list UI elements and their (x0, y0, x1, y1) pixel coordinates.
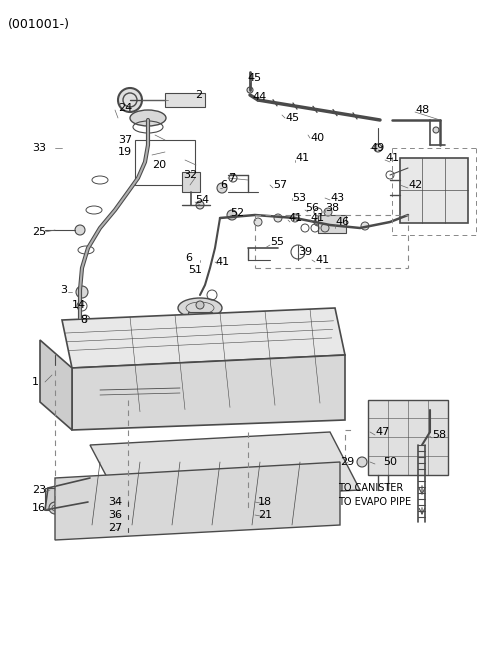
Circle shape (357, 457, 367, 467)
Circle shape (75, 225, 85, 235)
Circle shape (50, 365, 60, 375)
Text: 34: 34 (108, 497, 122, 507)
Circle shape (254, 218, 262, 226)
Circle shape (338, 222, 346, 230)
Text: (001001-): (001001-) (8, 18, 70, 31)
Text: TO EVAPO PIPE: TO EVAPO PIPE (338, 497, 411, 507)
Polygon shape (72, 355, 345, 430)
Text: 41: 41 (310, 213, 324, 223)
Text: 47: 47 (375, 427, 389, 437)
Text: 45: 45 (285, 113, 299, 123)
Text: 1: 1 (32, 377, 39, 387)
Text: 40: 40 (310, 133, 324, 143)
Circle shape (118, 88, 142, 112)
Text: 41: 41 (288, 213, 302, 223)
Circle shape (314, 218, 322, 226)
Circle shape (243, 510, 253, 520)
Ellipse shape (178, 298, 222, 318)
Text: 27: 27 (108, 523, 122, 533)
Circle shape (324, 208, 332, 216)
Circle shape (124, 498, 132, 506)
Circle shape (227, 210, 237, 220)
Polygon shape (62, 308, 345, 368)
Circle shape (361, 222, 369, 230)
Text: 58: 58 (432, 430, 446, 440)
Bar (182, 172, 200, 192)
Text: 37: 37 (118, 135, 132, 145)
Text: 19: 19 (118, 147, 132, 157)
Text: 6: 6 (185, 253, 192, 263)
Text: 24: 24 (118, 103, 132, 113)
Text: 49: 49 (370, 143, 384, 153)
Text: 48: 48 (415, 105, 429, 115)
Text: 23: 23 (32, 485, 46, 495)
Circle shape (243, 497, 253, 507)
Bar (368, 400, 448, 475)
Text: 46: 46 (335, 217, 349, 227)
Circle shape (196, 201, 204, 209)
Text: 36: 36 (108, 510, 122, 520)
Text: 25: 25 (32, 227, 46, 237)
Circle shape (321, 224, 329, 232)
Text: 53: 53 (292, 193, 306, 203)
Text: 57: 57 (273, 180, 287, 190)
Bar (318, 215, 346, 233)
Polygon shape (90, 432, 360, 502)
Circle shape (247, 87, 253, 93)
Text: 52: 52 (230, 208, 244, 218)
Text: 6: 6 (220, 180, 227, 190)
Text: 29: 29 (340, 457, 354, 467)
Circle shape (374, 144, 382, 152)
Text: 41: 41 (295, 153, 309, 163)
Text: 38: 38 (325, 203, 339, 213)
Polygon shape (40, 340, 72, 430)
Bar (188, 312, 212, 342)
Text: 54: 54 (195, 195, 209, 205)
Circle shape (217, 183, 227, 193)
Text: 32: 32 (183, 170, 197, 180)
Ellipse shape (130, 110, 166, 126)
Circle shape (124, 511, 132, 519)
Circle shape (274, 214, 282, 222)
Text: TO CANISTER: TO CANISTER (338, 483, 403, 493)
Text: 18: 18 (258, 497, 272, 507)
Circle shape (291, 214, 299, 222)
Text: 45: 45 (247, 73, 261, 83)
Text: 51: 51 (188, 265, 202, 275)
Text: 20: 20 (152, 160, 166, 170)
Text: 16: 16 (32, 503, 46, 513)
Bar (165, 93, 205, 107)
Text: 56: 56 (305, 203, 319, 213)
Text: 33: 33 (32, 143, 46, 153)
Text: 21: 21 (258, 510, 272, 520)
Text: 44: 44 (252, 92, 266, 102)
Text: 42: 42 (408, 180, 422, 190)
Circle shape (433, 127, 439, 133)
Text: 41: 41 (215, 257, 229, 267)
Text: 41: 41 (385, 153, 399, 163)
Circle shape (49, 502, 61, 514)
Polygon shape (55, 462, 340, 540)
Circle shape (76, 286, 88, 298)
Circle shape (124, 524, 132, 532)
Text: 14: 14 (72, 300, 86, 310)
Text: 7: 7 (228, 173, 235, 183)
Bar (135, 140, 195, 185)
Text: 43: 43 (330, 193, 344, 203)
Text: 8: 8 (80, 315, 87, 325)
Circle shape (358, 458, 366, 466)
Circle shape (196, 301, 204, 309)
Text: 50: 50 (383, 457, 397, 467)
Text: 39: 39 (298, 247, 312, 257)
Text: 2: 2 (195, 90, 202, 100)
Text: 3: 3 (60, 285, 67, 295)
Text: 55: 55 (270, 237, 284, 247)
Text: 41: 41 (315, 255, 329, 265)
Bar (95, 386, 115, 398)
Bar (45, 488, 90, 510)
Ellipse shape (157, 323, 213, 353)
Bar (400, 158, 468, 223)
